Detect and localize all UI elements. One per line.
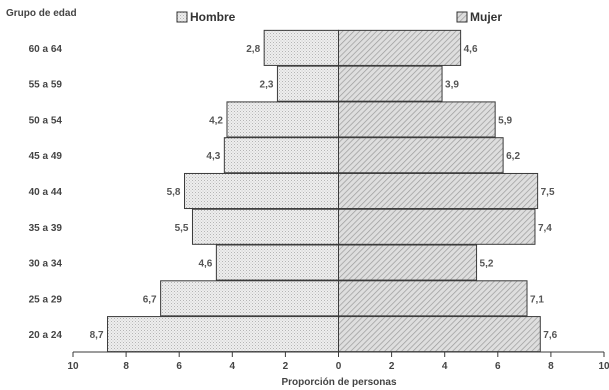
category-label: 60 a 64	[29, 44, 63, 55]
x-tick-label: 2	[283, 361, 289, 372]
category-label: 35 a 39	[29, 223, 63, 234]
plot-area: 60 a 64 2,8 4,6 55 a 59 2,3 3,9 50 a 54 4,2 5,9 4…	[29, 29, 609, 372]
bar-hombre	[223, 137, 340, 174]
data-label-hombre: 6,7	[143, 294, 157, 305]
data-label-hombre: 4,3	[206, 151, 220, 162]
data-label-mujer: 3,9	[445, 80, 459, 91]
data-label-mujer: 4,6	[464, 44, 478, 55]
data-label-hombre: 2,8	[246, 44, 260, 55]
bar-mujer	[338, 244, 478, 281]
legend-label-hombre: Hombre	[190, 10, 236, 24]
category-label: 55 a 59	[29, 80, 63, 91]
x-tick-label: 2	[389, 361, 395, 372]
x-tick-label: 6	[176, 361, 182, 372]
x-tick-label: 8	[548, 361, 554, 372]
x-tick-label: 10	[598, 361, 609, 372]
data-label-mujer: 7,6	[543, 330, 557, 341]
bar-hombre	[215, 244, 339, 281]
bar-mujer	[338, 29, 462, 66]
data-label-mujer: 5,9	[498, 115, 512, 126]
category-label: 40 a 44	[29, 187, 63, 198]
x-tick-label: 0	[336, 361, 342, 372]
bar-hombre	[160, 280, 339, 317]
x-axis-title: Proporción de personas	[281, 377, 396, 388]
data-label-hombre: 2,3	[260, 80, 274, 91]
bar-hombre	[191, 208, 340, 245]
legend-swatch-hombre	[176, 11, 188, 23]
bar-mujer	[338, 101, 496, 138]
legend-swatch-mujer	[456, 11, 468, 23]
y-axis-title: Grupo de edad	[6, 8, 77, 19]
bar-hombre	[184, 172, 339, 210]
bar-hombre	[263, 29, 339, 66]
legend-label-mujer: Mujer	[470, 10, 502, 24]
bar-mujer	[338, 65, 443, 102]
bar-hombre	[107, 316, 339, 353]
data-label-mujer: 7,4	[538, 223, 552, 234]
data-label-mujer: 5,2	[480, 259, 494, 270]
data-label-mujer: 6,2	[506, 151, 520, 162]
category-label: 50 a 54	[29, 115, 63, 126]
data-label-hombre: 8,7	[90, 330, 104, 341]
data-label-mujer: 7,1	[530, 294, 544, 305]
bar-mujer	[338, 172, 539, 210]
bar-hombre	[226, 101, 340, 138]
data-label-hombre: 5,5	[175, 223, 189, 234]
data-label-mujer: 7,5	[541, 187, 555, 198]
x-tick-label: 4	[442, 361, 448, 372]
bar-hombre	[276, 65, 340, 102]
category-label: 45 a 49	[29, 151, 63, 162]
x-tick-label: 10	[67, 361, 79, 372]
category-label: 20 a 24	[29, 330, 63, 341]
data-label-hombre: 4,2	[209, 115, 223, 126]
x-tick-label: 8	[123, 361, 129, 372]
category-label: 30 a 34	[29, 259, 63, 270]
bar-mujer	[338, 316, 541, 353]
x-tick-label: 4	[230, 361, 236, 372]
category-label: 25 a 29	[29, 294, 63, 305]
x-tick-label: 6	[495, 361, 501, 372]
data-label-hombre: 4,6	[198, 259, 212, 270]
data-label-hombre: 5,8	[167, 187, 181, 198]
bar-mujer	[338, 208, 536, 245]
bar-mujer	[338, 280, 528, 317]
bar-mujer	[338, 137, 504, 174]
legend: Hombre Mujer	[176, 10, 502, 24]
